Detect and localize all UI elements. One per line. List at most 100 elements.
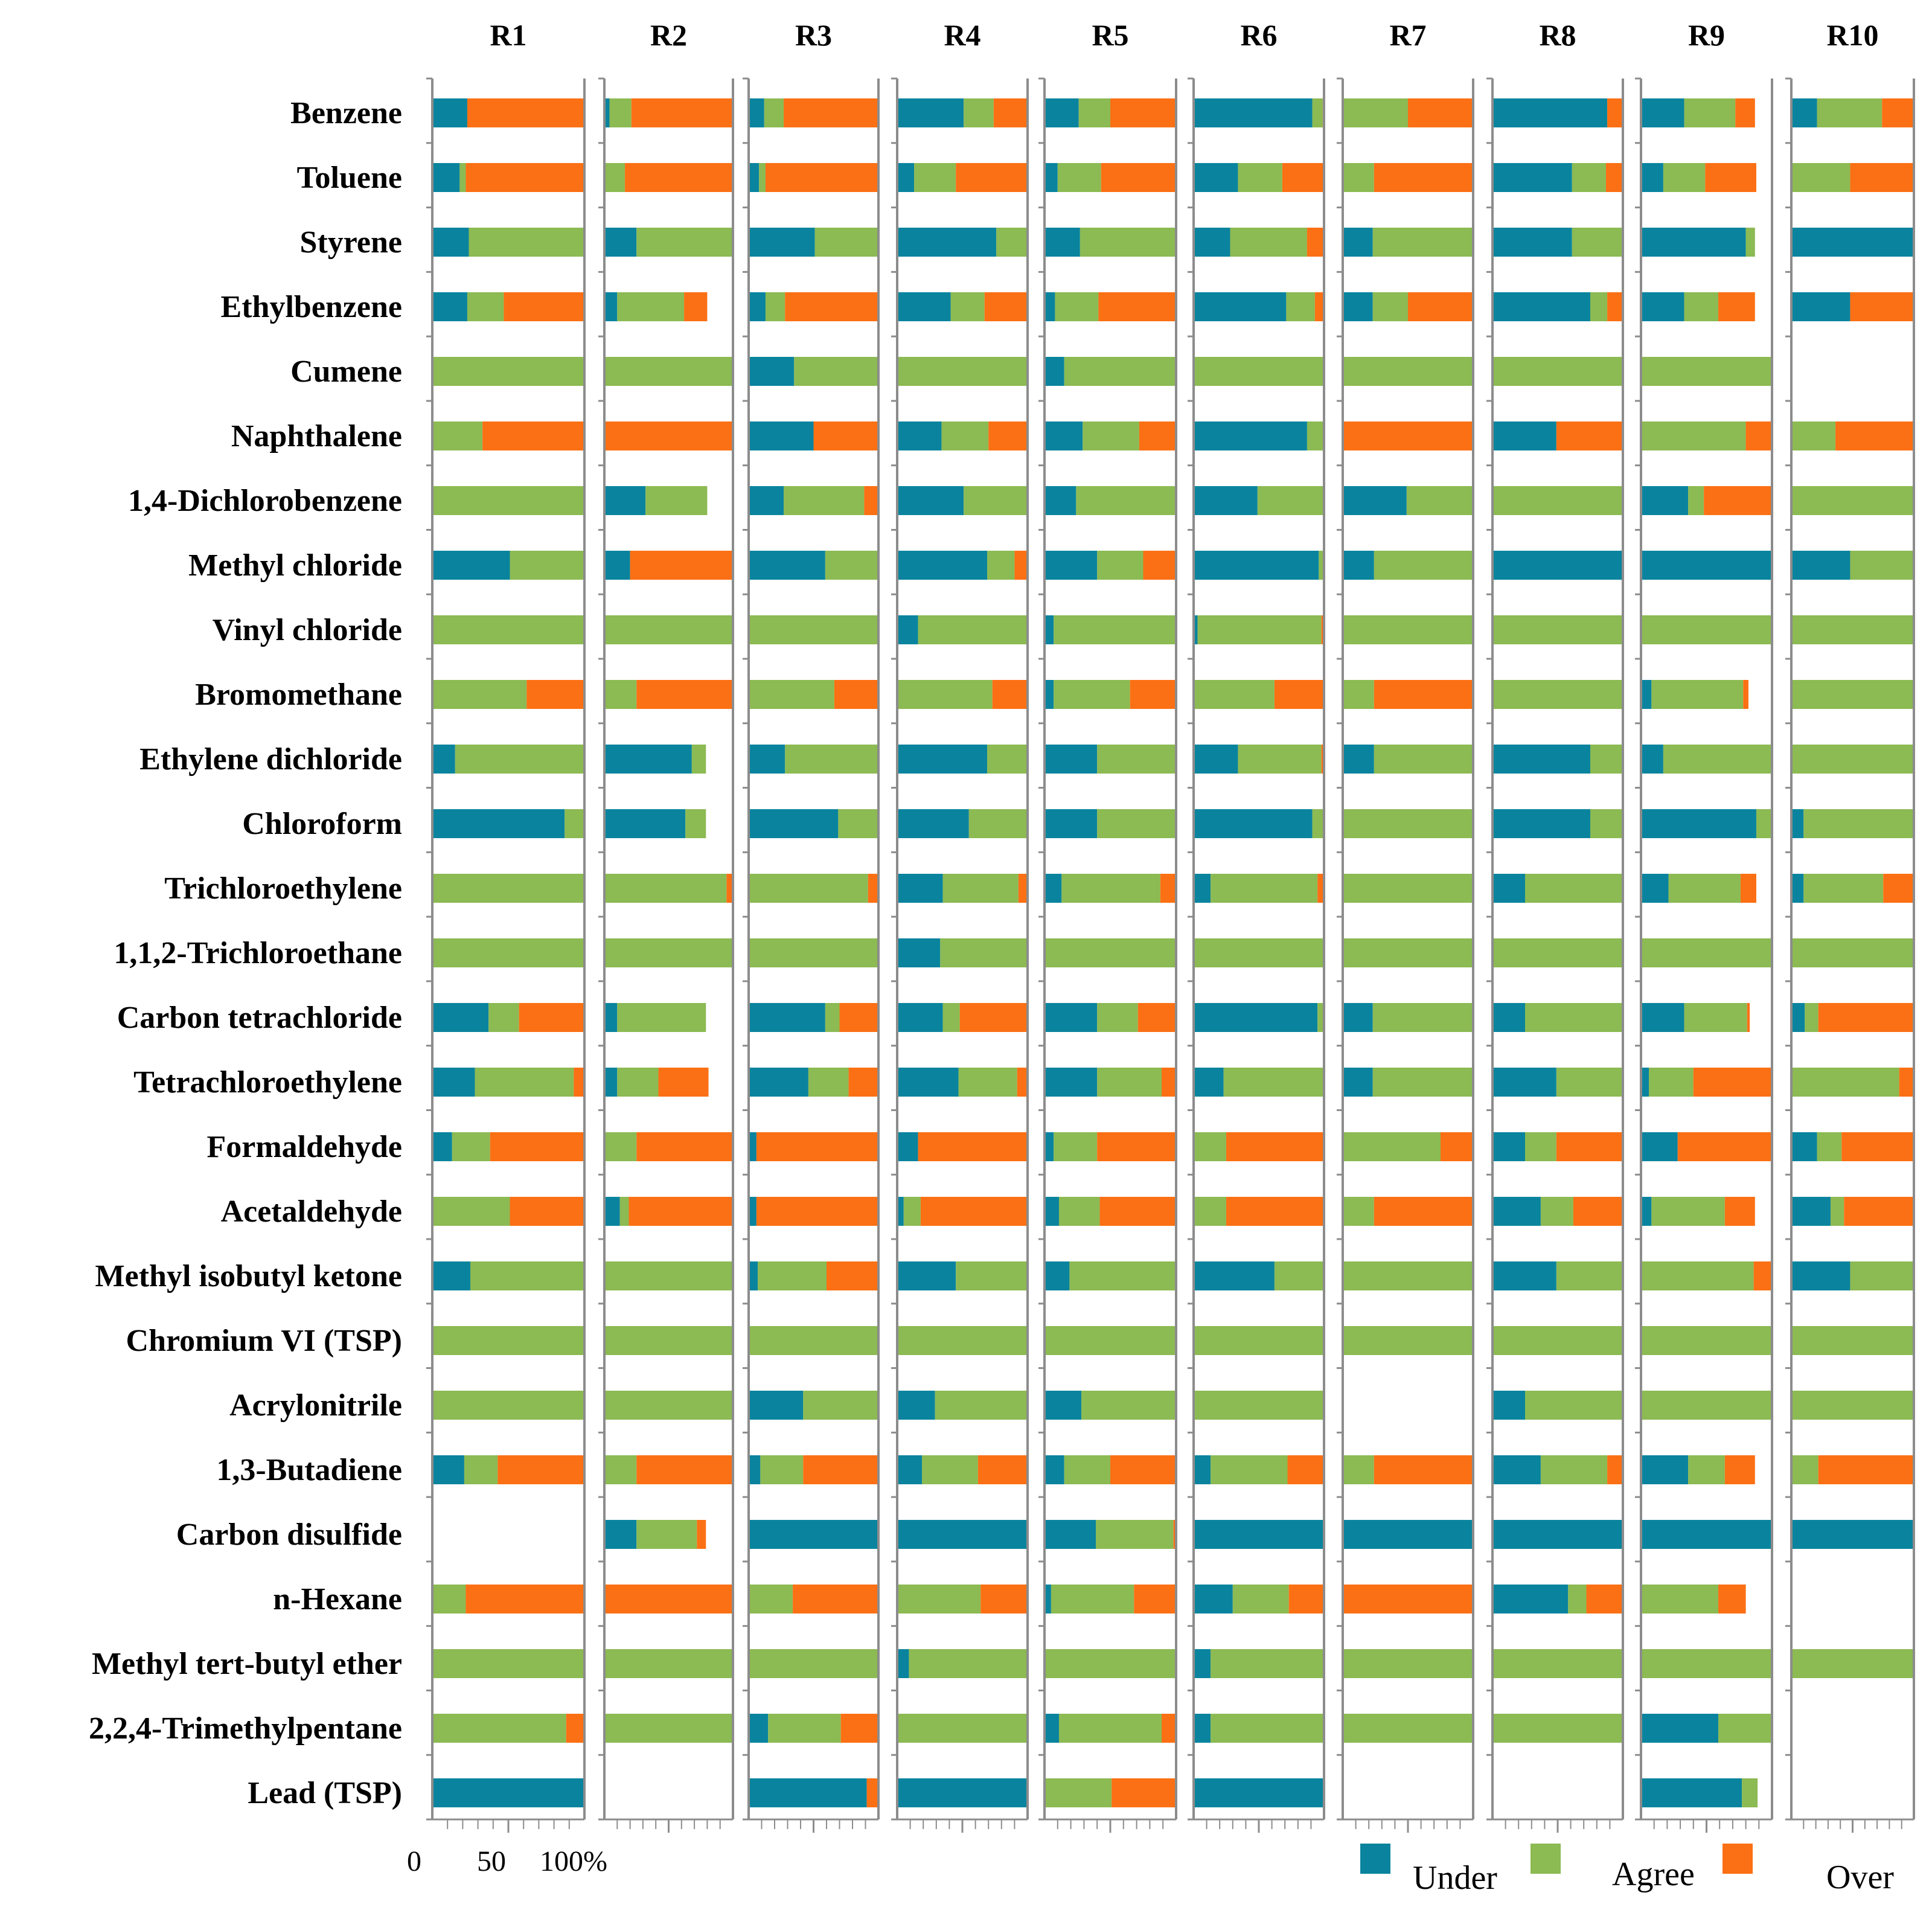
bar-r9-1-1-2-trichloroethane-agree xyxy=(1641,938,1772,967)
bar-r3-chloroform-under xyxy=(749,809,839,838)
bar-r6-tetrachloroethylene-under xyxy=(1194,1068,1224,1097)
bar-r2-naphthalene-over xyxy=(604,421,733,450)
bar-r6-ethylbenzene-over xyxy=(1314,292,1324,321)
bar-r4-carbon-tetrachloride-over xyxy=(959,1003,1028,1032)
bar-r10-chromium-vi-tsp-agree xyxy=(1791,1326,1914,1355)
bar-r1-n-hexane-over xyxy=(465,1585,584,1614)
bar-r4-ethylbenzene-under xyxy=(897,292,951,321)
bar-r5-methyl-chloride-agree xyxy=(1097,551,1144,580)
bar-r4-ethylbenzene-over xyxy=(984,292,1028,321)
bar-r5-cumene-agree xyxy=(1064,357,1176,386)
bar-r4-1-1-2-trichloroethane-under xyxy=(897,938,941,967)
bar-r4-vinyl-chloride-under xyxy=(897,615,918,644)
bar-r9-toluene-under xyxy=(1641,163,1663,192)
bar-r7-ethylene-dichloride-under xyxy=(1343,745,1374,774)
bar-r8-ethylene-dichloride-under xyxy=(1492,745,1590,774)
bar-r4-tetrachloroethylene-under xyxy=(897,1068,959,1097)
bar-r2-chloroform-under xyxy=(604,809,686,838)
bar-r10-styrene-under xyxy=(1791,228,1914,257)
bar-r2-formaldehyde-over xyxy=(636,1132,733,1161)
bar-r6-acetaldehyde-over xyxy=(1226,1197,1324,1226)
bar-r1-bromomethane-over xyxy=(526,680,584,709)
bar-r6-n-hexane-under xyxy=(1194,1585,1233,1614)
bar-r3-cumene-under xyxy=(749,357,795,386)
bar-r9-ethylene-dichloride-under xyxy=(1641,745,1663,774)
bar-r6-formaldehyde-agree xyxy=(1194,1132,1226,1161)
category-label-benzene: Benzene xyxy=(290,96,402,130)
bar-r4-tetrachloroethylene-agree xyxy=(958,1068,1017,1097)
bar-r3-ethylene-dichloride-under xyxy=(749,745,785,774)
bar-r4-toluene-over xyxy=(956,163,1028,192)
bar-r10-trichloroethylene-under xyxy=(1791,874,1804,903)
bar-r3-ethylbenzene-agree xyxy=(765,292,785,321)
bar-r2-bromomethane-agree xyxy=(604,680,637,709)
bar-r5-1-3-butadiene-under xyxy=(1044,1455,1064,1484)
category-label-acetaldehyde: Acetaldehyde xyxy=(221,1194,402,1229)
bar-r9-ethylbenzene-over xyxy=(1718,292,1755,321)
legend-label-agree: Agree xyxy=(1612,1856,1695,1893)
bar-r5-trichloroethylene-over xyxy=(1160,874,1176,903)
bar-r3-1-4-dichlorobenzene-under xyxy=(749,486,784,515)
bar-r6-chromium-vi-tsp-agree xyxy=(1194,1326,1324,1355)
bar-r8-naphthalene-under xyxy=(1492,421,1556,450)
bar-r5-carbon-disulfide-over xyxy=(1173,1520,1176,1549)
bar-r6-bromomethane-agree xyxy=(1194,680,1275,709)
bar-r7-benzene-over xyxy=(1408,98,1473,127)
bar-r5-benzene-over xyxy=(1110,98,1176,127)
bar-r1-naphthalene-agree xyxy=(432,421,483,450)
bar-r9-cumene-agree xyxy=(1641,357,1772,386)
bar-r3-vinyl-chloride-agree xyxy=(749,615,878,644)
bar-r7-styrene-under xyxy=(1343,228,1373,257)
bar-r1-chloroform-under xyxy=(432,809,565,838)
bar-r9-n-hexane-agree xyxy=(1641,1585,1719,1614)
bar-r3-lead-tsp-over xyxy=(866,1778,878,1807)
bar-r5-tetrachloroethylene-over xyxy=(1162,1068,1176,1097)
bar-r2-methyl-isobutyl-ketone-agree xyxy=(604,1261,733,1290)
bar-r4-methyl-chloride-agree xyxy=(987,551,1015,580)
bar-r3-toluene-agree xyxy=(759,163,766,192)
bar-r1-acetaldehyde-over xyxy=(510,1197,584,1226)
bar-r1-ethylbenzene-over xyxy=(504,292,584,321)
bar-r5-benzene-agree xyxy=(1078,98,1110,127)
legend-swatch-agree xyxy=(1531,1844,1561,1874)
bar-r3-benzene-under xyxy=(749,98,764,127)
bar-r4-chromium-vi-tsp-agree xyxy=(897,1326,1028,1355)
bar-r4-1-4-dichlorobenzene-agree xyxy=(964,486,1028,515)
bar-r1-2-2-4-trimethylpentane-agree xyxy=(432,1714,566,1743)
bar-r3-naphthalene-under xyxy=(749,421,814,450)
bar-r5-cumene-under xyxy=(1044,357,1064,386)
bar-r4-methyl-isobutyl-ketone-under xyxy=(897,1261,956,1290)
bar-r8-naphthalene-over xyxy=(1556,421,1623,450)
bar-r8-acetaldehyde-agree xyxy=(1540,1197,1573,1226)
bar-r2-benzene-under xyxy=(604,98,610,127)
panel-title-r10: R10 xyxy=(1826,18,1878,52)
bar-r6-1-3-butadiene-over xyxy=(1287,1455,1324,1484)
bar-r4-ethylene-dichloride-under xyxy=(897,745,988,774)
bar-r4-styrene-agree xyxy=(996,228,1028,257)
bar-r4-methyl-tert-butyl-ether-agree xyxy=(909,1649,1028,1678)
bar-r1-ethylbenzene-agree xyxy=(467,292,504,321)
bar-r8-toluene-agree xyxy=(1572,163,1606,192)
panel-titles: R1 R2 R3 R4 R5 R6 R7 R8 R9 R10 xyxy=(490,18,1878,52)
bar-r7-tetrachloroethylene-under xyxy=(1343,1068,1373,1097)
bar-r6-acrylonitrile-agree xyxy=(1194,1391,1324,1420)
category-label-styrene: Styrene xyxy=(300,225,402,260)
bar-r2-benzene-over xyxy=(631,98,733,127)
bar-r1-acetaldehyde-agree xyxy=(432,1197,510,1226)
bar-r6-tetrachloroethylene-agree xyxy=(1223,1068,1324,1097)
bar-r9-methyl-isobutyl-ketone-agree xyxy=(1641,1261,1754,1290)
bar-r5-acetaldehyde-agree xyxy=(1058,1197,1100,1226)
bar-r9-2-2-4-trimethylpentane-agree xyxy=(1718,1714,1772,1743)
bar-r4-ethylene-dichloride-agree xyxy=(987,745,1028,774)
bar-r5-acetaldehyde-over xyxy=(1099,1197,1176,1226)
bar-r10-ethylbenzene-over xyxy=(1850,292,1914,321)
bar-r2-methyl-tert-butyl-ether-agree xyxy=(604,1649,733,1678)
bar-r1-methyl-tert-butyl-ether-agree xyxy=(432,1649,584,1678)
bar-r3-trichloroethylene-over xyxy=(868,874,878,903)
bar-r4-vinyl-chloride-agree xyxy=(918,615,1028,644)
bar-r9-bromomethane-agree xyxy=(1651,680,1744,709)
bar-r4-toluene-under xyxy=(897,163,915,192)
bar-r2-acrylonitrile-agree xyxy=(604,1391,733,1420)
bar-r5-acrylonitrile-under xyxy=(1044,1391,1082,1420)
bar-r8-1-4-dichlorobenzene-agree xyxy=(1492,486,1623,515)
